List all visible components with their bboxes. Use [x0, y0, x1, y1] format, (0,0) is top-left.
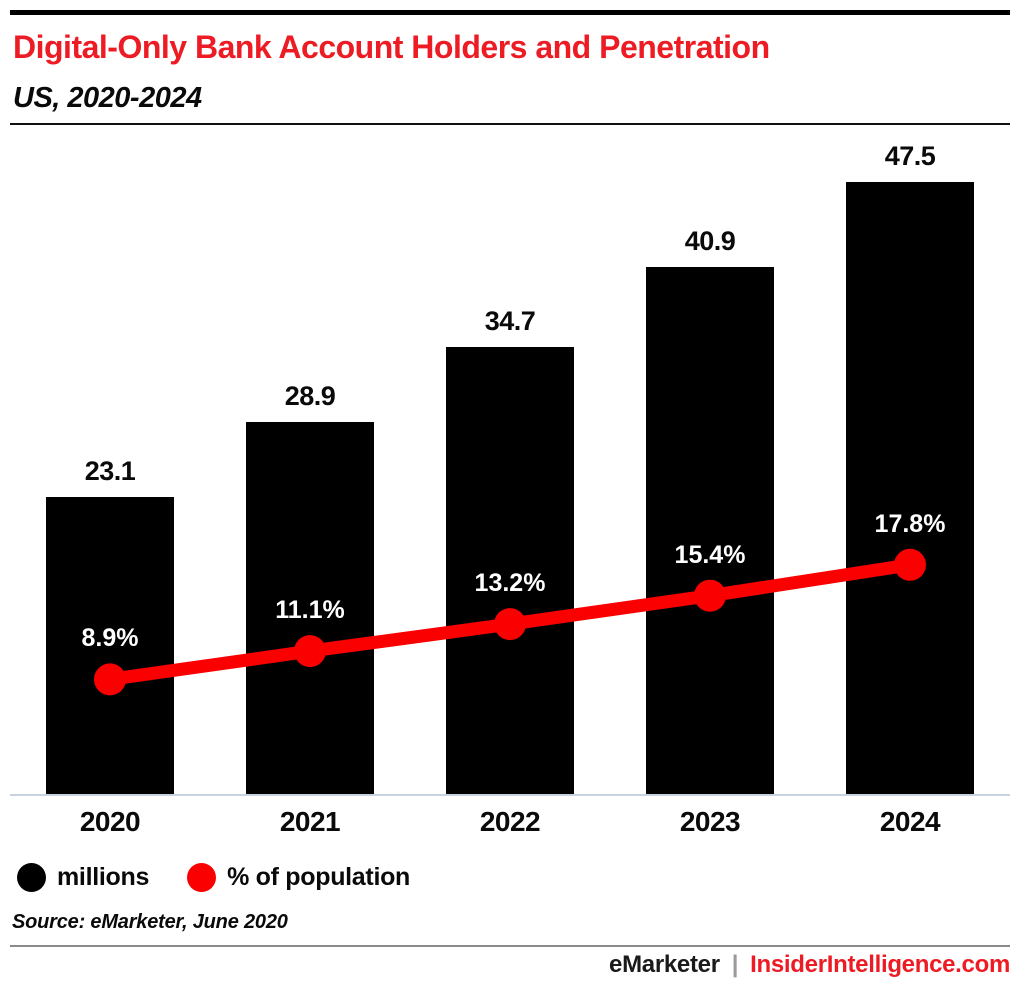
legend: millions % of population: [17, 860, 410, 894]
bar-2024: [846, 182, 974, 794]
x-axis: 2020 2021 2022 2023 2024: [10, 806, 1010, 840]
line-point-2022: [494, 608, 526, 641]
penetration-line-layer: [94, 548, 926, 696]
footer-divider: [10, 945, 1010, 947]
footer: eMarketer | InsiderIntelligence.com: [10, 951, 1010, 979]
bar-value-label-2024: 47.5: [884, 141, 936, 171]
legend-label-population: % of population: [227, 862, 411, 891]
chart-plot: 23.1 28.9 34.7 40.9 47.5 8.9% 11.1% 13.2% 15.4% 1…: [10, 140, 1010, 796]
line-value-label-2021: 11.1%: [275, 596, 345, 625]
legend-label-millions: millions: [57, 862, 150, 891]
x-axis-label-2021: 2021: [279, 806, 341, 837]
bar-value-label-2020: 23.1: [84, 456, 136, 486]
header-rule: [10, 123, 1010, 125]
line-value-label-2023: 15.4%: [674, 540, 746, 569]
line-value-label-2024: 17.8%: [874, 509, 946, 538]
line-value-label-2022: 13.2%: [474, 569, 546, 598]
footer-site-link[interactable]: InsiderIntelligence.com: [750, 951, 1010, 978]
header-top-bar: [10, 10, 1010, 15]
bar-value-label-2023: 40.9: [684, 226, 736, 256]
footer-separator: |: [731, 951, 739, 978]
legend-item-population: % of population: [187, 862, 411, 892]
footer-brand: eMarketer: [609, 951, 720, 978]
page-subtitle: US, 2020-2024: [13, 82, 202, 114]
line-point-2020: [94, 663, 126, 696]
bar-value-label-2022: 34.7: [484, 306, 536, 336]
millions-swatch-icon: [17, 862, 46, 892]
bar-2020: [46, 497, 174, 794]
bar-2023: [646, 267, 774, 794]
legend-item-millions: millions: [17, 862, 150, 892]
population-swatch-icon: [187, 862, 217, 892]
line-value-label-2020: 8.9%: [81, 624, 139, 653]
page-title: Digital-Only Bank Account Holders and Pe…: [13, 29, 770, 65]
bar-2022: [446, 347, 574, 794]
line-point-2024: [894, 548, 926, 581]
bar-2021: [246, 422, 374, 794]
x-axis-baseline: [10, 794, 1010, 796]
x-axis-label-2022: 2022: [479, 806, 541, 837]
x-axis-label-2024: 2024: [879, 806, 941, 837]
line-point-2023: [694, 579, 726, 612]
line-point-2021: [294, 635, 326, 668]
bar-value-label-2021: 28.9: [284, 381, 336, 411]
source-note: Source: eMarketer, June 2020: [12, 911, 288, 933]
x-axis-label-2020: 2020: [79, 806, 141, 837]
x-axis-label-2023: 2023: [679, 806, 741, 837]
